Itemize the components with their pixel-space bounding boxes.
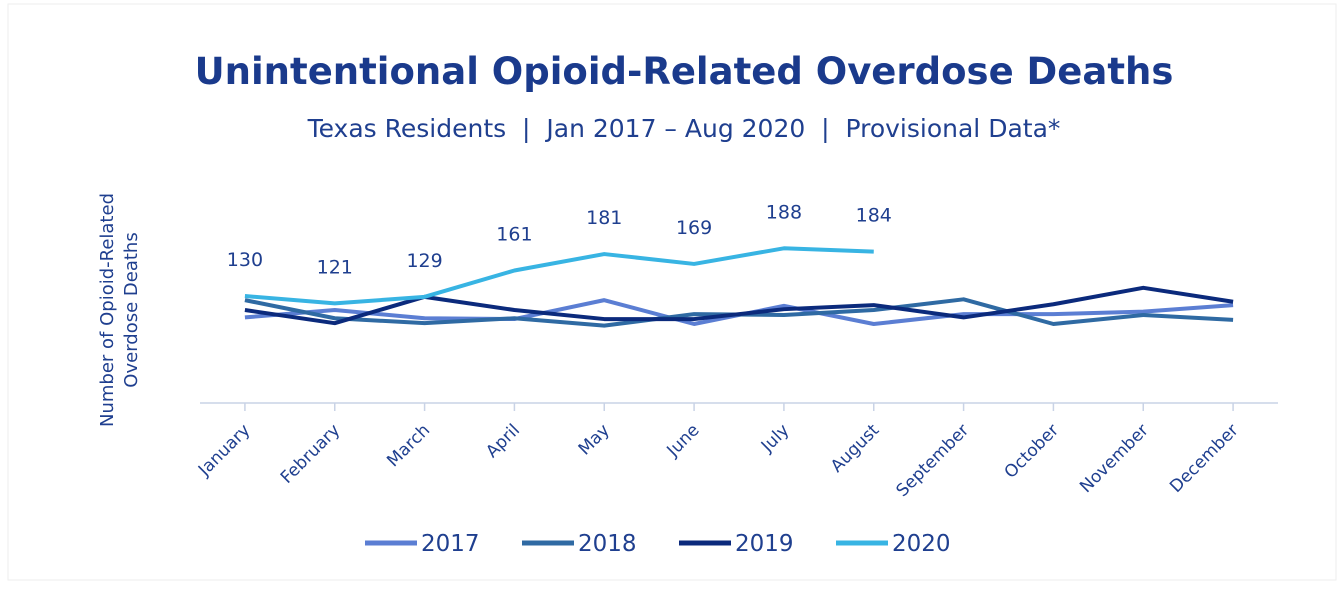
data-label: 161 xyxy=(496,224,532,246)
legend-label: 2017 xyxy=(421,531,480,557)
data-label: 129 xyxy=(406,250,442,272)
legend-label: 2019 xyxy=(735,531,794,557)
y-axis-title-line: Number of Opioid-Related xyxy=(97,193,118,427)
legend-label: 2020 xyxy=(892,531,951,557)
series-line xyxy=(244,246,874,306)
y-axis-title-line: Overdose Deaths xyxy=(121,232,142,387)
data-label: 184 xyxy=(856,205,892,227)
chart-title: Unintentional Opioid-Related Overdose De… xyxy=(195,50,1174,93)
data-label: 130 xyxy=(227,249,263,271)
data-label: 188 xyxy=(766,201,802,223)
data-label: 121 xyxy=(317,256,353,278)
data-label: 181 xyxy=(586,207,622,229)
series-line xyxy=(244,285,1234,326)
y-axis-title: Number of Opioid-Related Overdose Deaths xyxy=(97,193,142,427)
chart-subtitle: Texas Residents | Jan 2017 – Aug 2020 | … xyxy=(307,114,1061,143)
legend-label: 2018 xyxy=(578,531,637,557)
data-label: 169 xyxy=(676,217,712,239)
